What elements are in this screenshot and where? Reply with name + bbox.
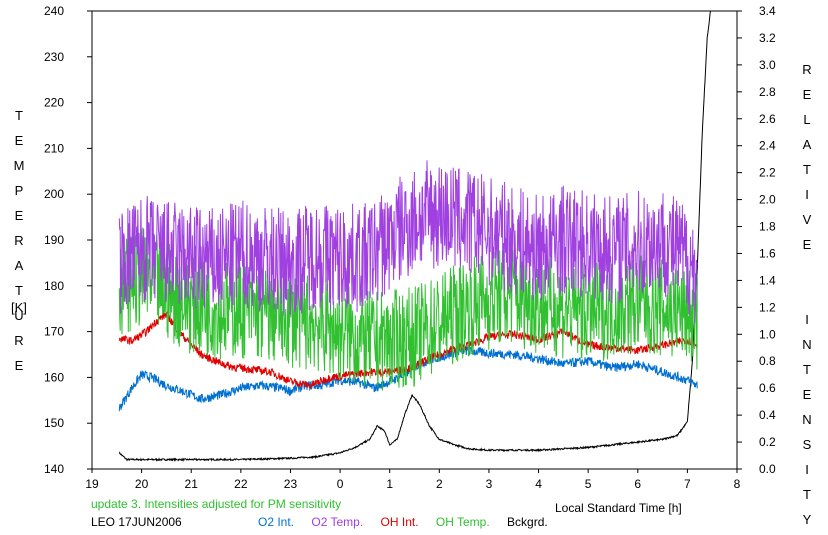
y-right-tick-label: 0.2 — [759, 435, 776, 449]
y-right-tick-label: 2.0 — [759, 193, 776, 207]
y-left-tick-label: 230 — [44, 50, 64, 64]
y-left-tick-label: 190 — [44, 233, 64, 247]
y-right-tick-label: 1.8 — [759, 220, 776, 234]
y-right-tick-label: 0.4 — [759, 408, 776, 422]
y-right-tick-label: 1.4 — [759, 273, 776, 287]
left-axis-unit: [K] — [11, 300, 27, 315]
legend-item-o2-int: O2 Int. — [258, 515, 295, 529]
y-right-tick-label: 3.4 — [759, 4, 776, 18]
y-left-tick-label: 160 — [44, 370, 64, 384]
legend-item-oh-int: OH Int. — [380, 515, 419, 529]
y-left-tick-label: 170 — [44, 325, 64, 339]
x-tick-label: 6 — [634, 477, 641, 491]
y-right-tick-label: 0.6 — [759, 381, 776, 395]
series-layer — [118, 10, 713, 462]
y-right-tick-label: 0.0 — [759, 462, 776, 476]
series-line-o2-temp — [118, 160, 698, 323]
series-line-oh-int — [118, 310, 698, 389]
x-tick-label: 21 — [185, 477, 199, 491]
station-date-label: LEO 17JUN2006 — [91, 515, 182, 529]
x-axis-title: Local Standard Time [h] — [555, 501, 682, 515]
x-tick-label: 4 — [535, 477, 542, 491]
y-right-tick-label: 2.8 — [759, 85, 776, 99]
axes-layer: 19 20 21 22 23 0 1 2 3 4 5 6 7 8140150160170180190200… — [44, 4, 776, 491]
y-right-tick-label: 2.4 — [759, 139, 776, 153]
y-left-tick-label: 140 — [44, 462, 64, 476]
x-tick-label: 8 — [734, 477, 741, 491]
y-right-tick-label: 1.6 — [759, 246, 776, 260]
x-tick-label: 19 — [85, 477, 99, 491]
series-line-bckgrd — [118, 10, 713, 462]
y-left-tick-label: 200 — [44, 187, 64, 201]
y-left-tick-label: 220 — [44, 96, 64, 110]
x-tick-label: 20 — [135, 477, 149, 491]
y-right-tick-label: 3.0 — [759, 58, 776, 72]
y-left-tick-label: 180 — [44, 279, 64, 293]
x-tick-label: 22 — [234, 477, 248, 491]
legend-item-bckgrd: Bckgrd. — [507, 515, 548, 529]
y-right-tick-label: 1.0 — [759, 327, 776, 341]
y-left-tick-label: 150 — [44, 416, 64, 430]
x-tick-label: 7 — [684, 477, 691, 491]
y-right-tick-label: 2.6 — [759, 112, 776, 126]
update-note: update 3. Intensities adjusted for PM se… — [91, 497, 342, 511]
legend-item-oh-temp: OH Temp. — [435, 515, 490, 529]
legend: O2 Int. O2 Temp. OH Int. OH Temp. Bckgrd… — [258, 515, 548, 529]
y-left-tick-label: 210 — [44, 141, 64, 155]
legend-item-o2-temp: O2 Temp. — [311, 515, 364, 529]
x-tick-label: 3 — [486, 477, 493, 491]
y-right-tick-label: 2.2 — [759, 166, 776, 180]
x-tick-label: 23 — [284, 477, 298, 491]
x-tick-label: 0 — [337, 477, 344, 491]
x-tick-label: 5 — [585, 477, 592, 491]
y-right-tick-label: 1.2 — [759, 300, 776, 314]
y-left-tick-label: 240 — [44, 4, 64, 18]
y-right-tick-label: 3.2 — [759, 31, 776, 45]
y-right-tick-label: 0.8 — [759, 354, 776, 368]
x-tick-label: 2 — [436, 477, 443, 491]
x-tick-label: 1 — [386, 477, 393, 491]
